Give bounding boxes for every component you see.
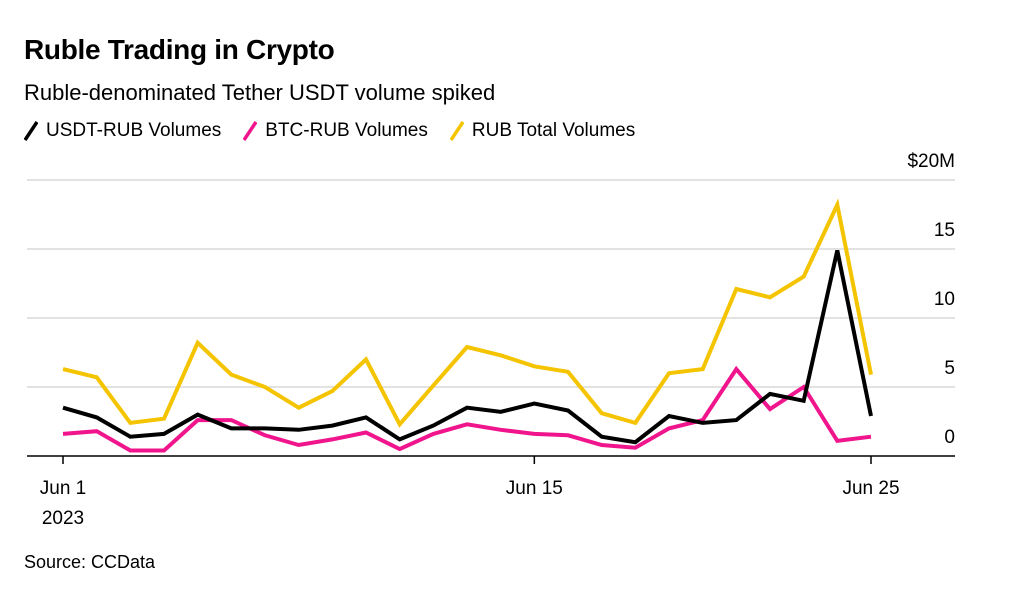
legend-swatch-rub-total <box>449 121 464 141</box>
series-line-usdt-rub-volumes <box>62 249 873 445</box>
x-axis-labels: Jun 1 2023 Jun 15 Jun 25 <box>40 478 900 529</box>
x-tick-label-1: Jun 1 <box>40 478 86 499</box>
legend: USDT-RUB Volumes BTC-RUB Volumes RUB Tot… <box>24 120 657 142</box>
x-tick-label-15: Jun 15 <box>506 478 563 499</box>
chart-subtitle: Ruble-denominated Tether USDT volume spi… <box>24 80 496 105</box>
y-tick-label-20: $20M <box>907 151 955 172</box>
series-line-btc-rub-volumes <box>62 365 872 453</box>
legend-label-btc-rub: BTC-RUB Volumes <box>265 120 428 141</box>
x-tick-sublabel-1: 2023 <box>42 508 84 529</box>
legend-item-usdt-rub: USDT-RUB Volumes <box>24 120 221 142</box>
source-note: Source: CCData <box>24 552 156 572</box>
legend-item-btc-rub: BTC-RUB Volumes <box>243 120 428 142</box>
x-axis <box>27 455 955 464</box>
legend-label-rub-total: RUB Total Volumes <box>471 120 636 141</box>
y-tick-label-15: 15 <box>934 220 955 241</box>
legend-swatch-usdt-rub <box>24 121 38 141</box>
y-tick-label-5: 5 <box>944 358 955 379</box>
gridlines <box>27 179 955 388</box>
legend-item-rub-total: RUB Total Volumes <box>449 120 636 142</box>
y-tick-label-10: 10 <box>934 289 955 310</box>
y-tick-label-0: 0 <box>944 427 955 448</box>
legend-swatch-btc-rub <box>243 121 258 141</box>
legend-label-usdt-rub: USDT-RUB Volumes <box>46 120 222 141</box>
chart-title: Ruble Trading in Crypto <box>24 34 335 65</box>
x-tick-label-25: Jun 25 <box>842 478 899 499</box>
y-axis-labels: $20M 15 10 5 0 <box>907 151 955 448</box>
series-line-rub-total-volumes <box>62 198 873 428</box>
series-lines <box>62 198 873 453</box>
